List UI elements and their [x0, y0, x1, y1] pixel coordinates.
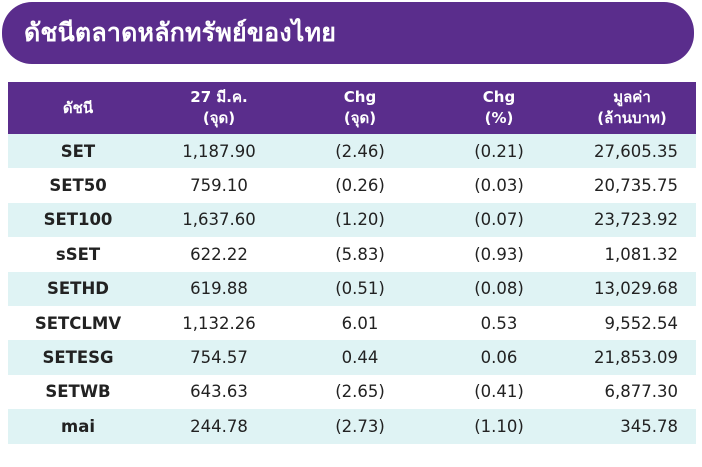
chg-points: (1.20) — [290, 202, 430, 238]
table-row: SETCLMV 1,132.26 6.01 0.53 9,552.54 — [8, 305, 696, 341]
close-value: 1,187.90 — [148, 134, 290, 169]
table-row: sSET 622.22 (5.83) (0.93) 1,081.32 — [8, 237, 696, 272]
trade-value: 23,723.92 — [568, 202, 696, 238]
trade-value: 9,552.54 — [568, 305, 696, 341]
header-index: ดัชนี — [8, 82, 148, 134]
index-name: SETCLMV — [8, 305, 148, 341]
close-value: 1,637.60 — [148, 202, 290, 238]
chg-percent: (0.21) — [430, 134, 568, 169]
close-value: 619.88 — [148, 271, 290, 306]
title-banner: ดัชนีตลาดหลักทรัพย์ของไทย — [2, 2, 694, 64]
table-row: SETWB 643.63 (2.65) (0.41) 6,877.30 — [8, 374, 696, 410]
chg-percent: (0.41) — [430, 374, 568, 410]
chg-percent: (1.10) — [430, 409, 568, 444]
chg-percent: (0.08) — [430, 271, 568, 306]
chg-percent: (0.03) — [430, 168, 568, 203]
chg-points: (2.65) — [290, 374, 430, 410]
chg-points: (2.73) — [290, 409, 430, 444]
chg-points: (0.51) — [290, 271, 430, 306]
table-row: SETHD 619.88 (0.51) (0.08) 13,029.68 — [8, 271, 696, 306]
trade-value: 20,735.75 — [568, 168, 696, 203]
trade-value: 345.78 — [568, 409, 696, 444]
close-value: 759.10 — [148, 168, 290, 203]
close-value: 1,132.26 — [148, 305, 290, 341]
trade-value: 21,853.09 — [568, 340, 696, 375]
trade-value: 1,081.32 — [568, 237, 696, 272]
page-title: ดัชนีตลาดหลักทรัพย์ของไทย — [24, 18, 337, 47]
index-name: SET — [8, 134, 148, 169]
chg-points: (2.46) — [290, 134, 430, 169]
chg-points: (5.83) — [290, 237, 430, 272]
trade-value: 6,877.30 — [568, 374, 696, 410]
chg-points: 0.44 — [290, 340, 430, 375]
chg-points: 6.01 — [290, 305, 430, 341]
header-chg-points: Chg (จุด) — [290, 82, 430, 134]
chg-percent: (0.07) — [430, 202, 568, 238]
index-name: sSET — [8, 237, 148, 272]
header-close: 27 มี.ค. (จุด) — [148, 82, 290, 134]
index-table: ดัชนี 27 มี.ค. (จุด) Chg (จุด) Chg (%) ม… — [8, 82, 696, 444]
close-value: 244.78 — [148, 409, 290, 444]
table-row: SET50 759.10 (0.26) (0.03) 20,735.75 — [8, 168, 696, 203]
index-name: SET50 — [8, 168, 148, 203]
table-row: SET100 1,637.60 (1.20) (0.07) 23,723.92 — [8, 202, 696, 238]
header-value: มูลค่า (ล้านบาท) — [568, 82, 696, 134]
trade-value: 27,605.35 — [568, 134, 696, 169]
table-row: mai 244.78 (2.73) (1.10) 345.78 — [8, 409, 696, 444]
close-value: 622.22 — [148, 237, 290, 272]
header-chg-percent: Chg (%) — [430, 82, 568, 134]
table-header-row: ดัชนี 27 มี.ค. (จุด) Chg (จุด) Chg (%) ม… — [8, 82, 696, 134]
index-name: SET100 — [8, 202, 148, 238]
close-value: 643.63 — [148, 374, 290, 410]
chg-percent: (0.93) — [430, 237, 568, 272]
trade-value: 13,029.68 — [568, 271, 696, 306]
index-name: SETWB — [8, 374, 148, 410]
chg-percent: 0.06 — [430, 340, 568, 375]
index-name: mai — [8, 409, 148, 444]
index-name: SETHD — [8, 271, 148, 306]
table-row: SET 1,187.90 (2.46) (0.21) 27,605.35 — [8, 134, 696, 169]
chg-percent: 0.53 — [430, 305, 568, 341]
index-name: SETESG — [8, 340, 148, 375]
table-row: SETESG 754.57 0.44 0.06 21,853.09 — [8, 340, 696, 375]
close-value: 754.57 — [148, 340, 290, 375]
chg-points: (0.26) — [290, 168, 430, 203]
